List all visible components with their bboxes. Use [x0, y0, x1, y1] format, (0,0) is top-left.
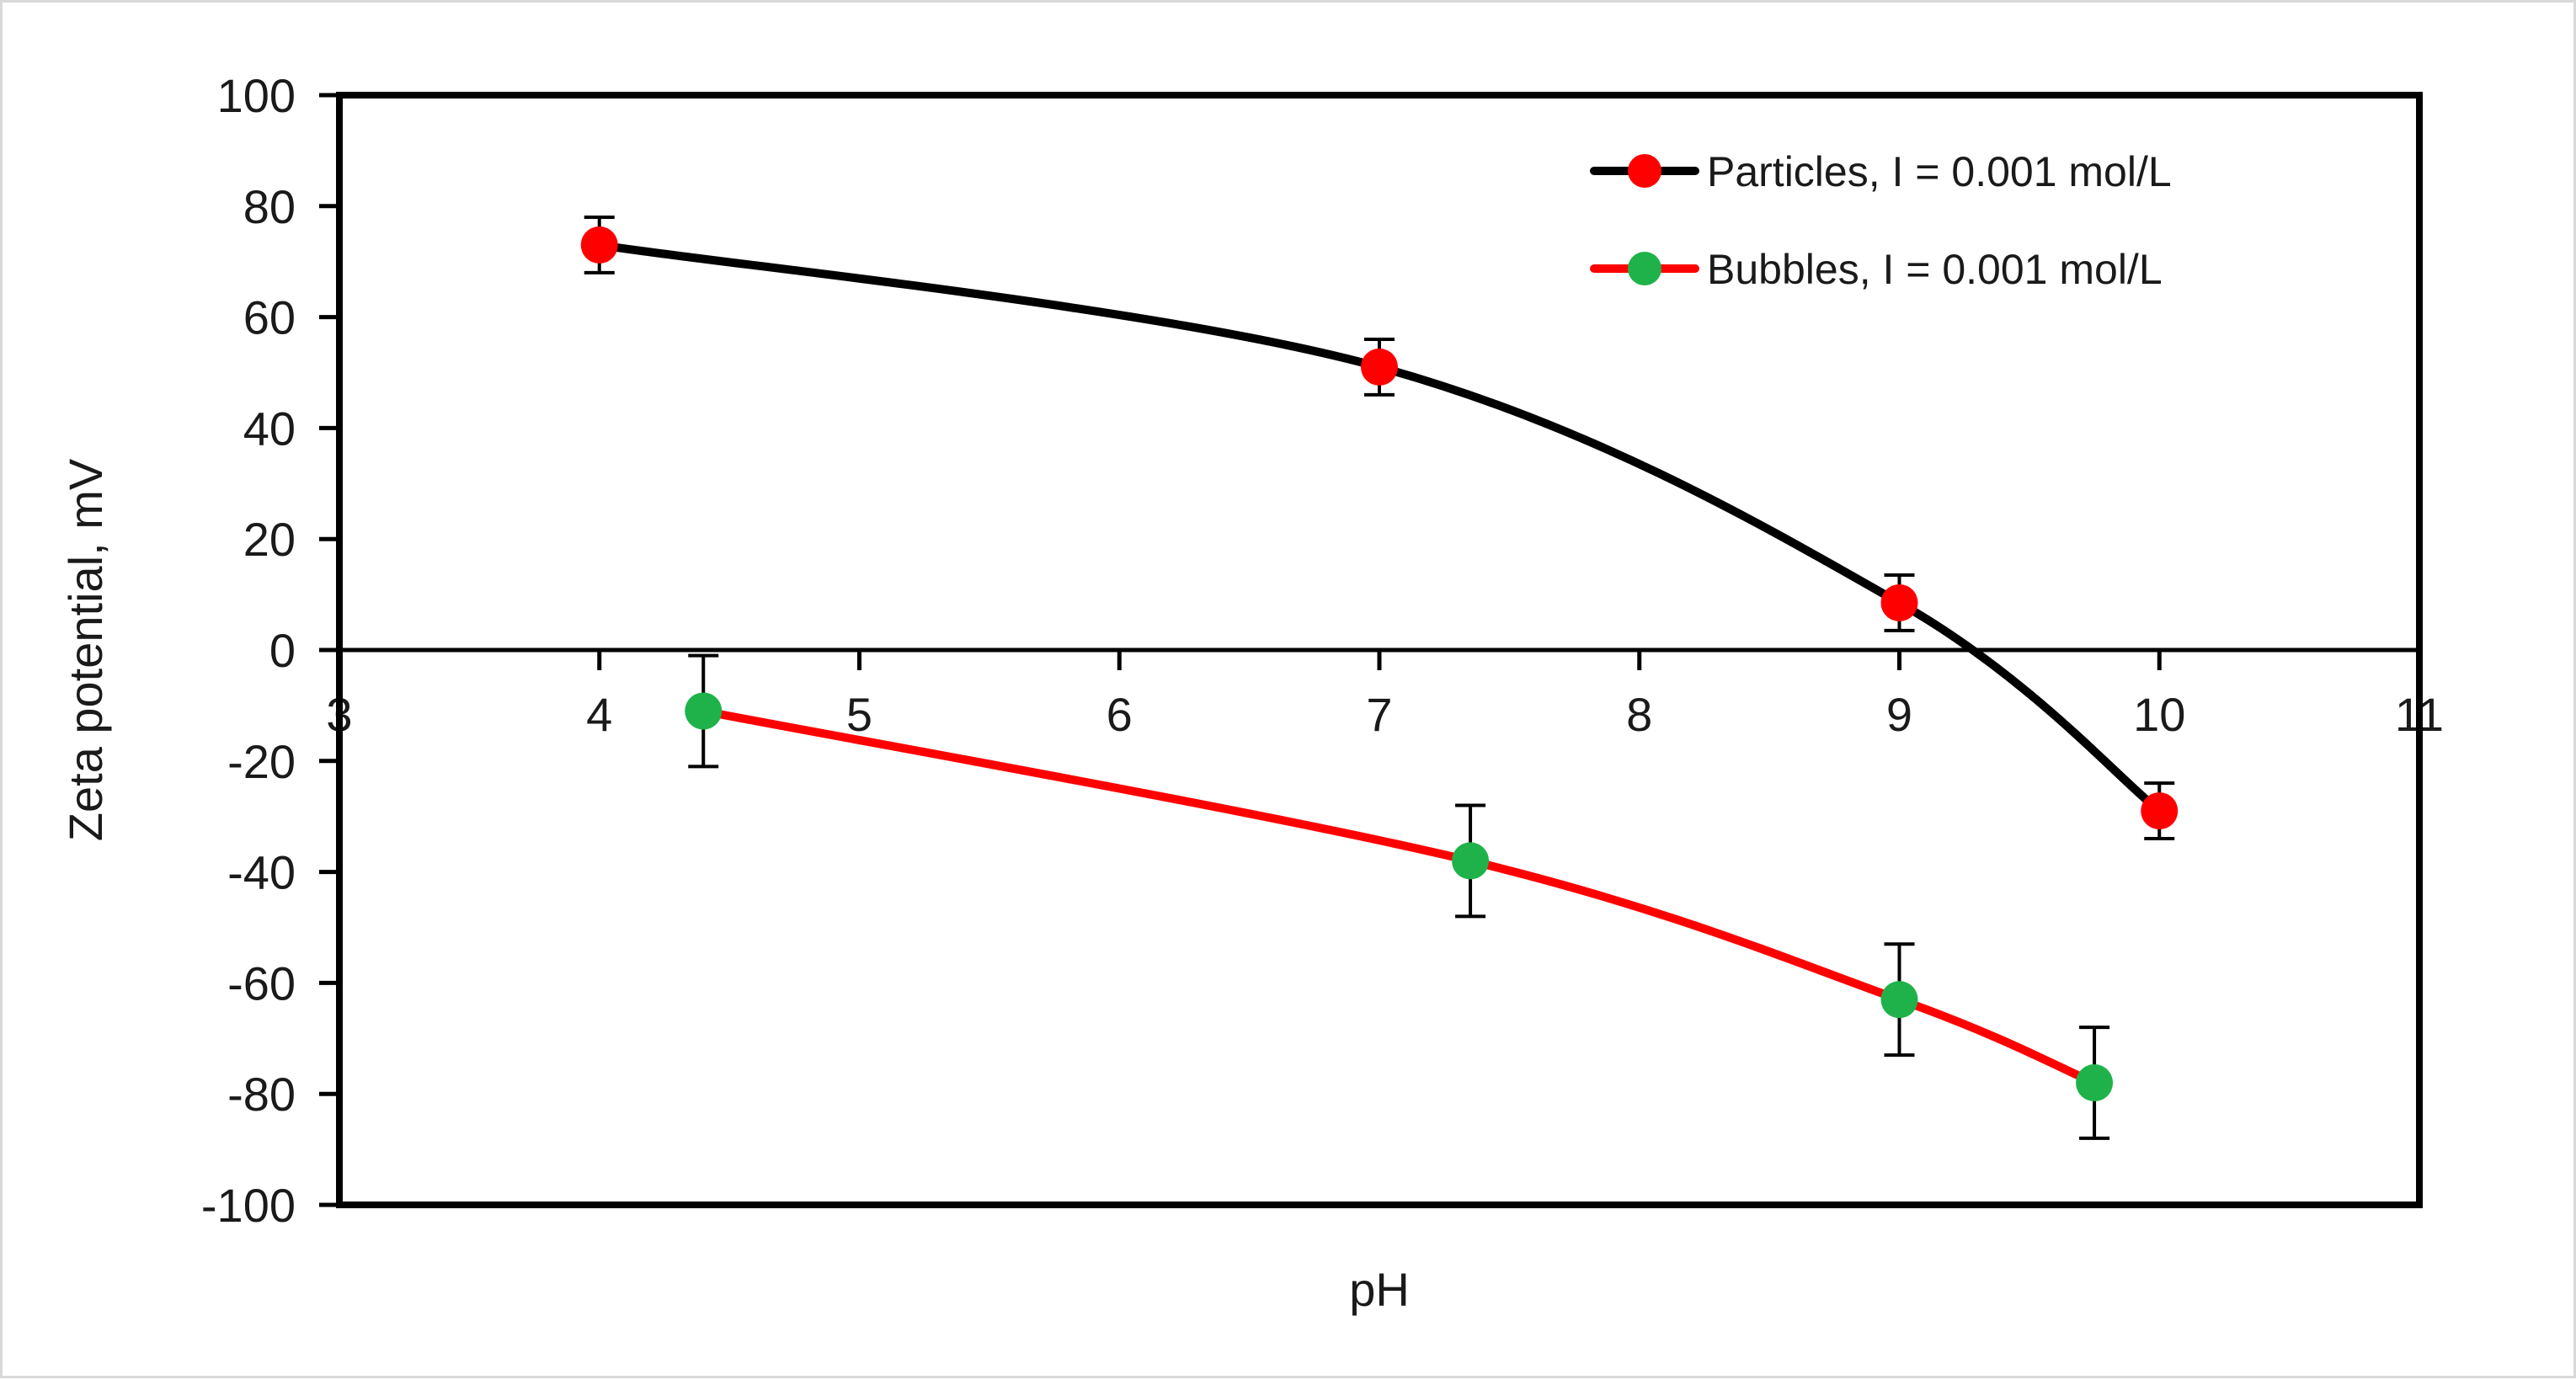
data-point [1361, 348, 1398, 386]
y-tick-label: -100 [201, 1179, 296, 1232]
y-tick-label: 40 [243, 402, 296, 455]
y-tick-label: -20 [227, 735, 296, 788]
data-point [580, 226, 618, 264]
y-tick-label: 60 [243, 291, 296, 344]
x-tick-label: 9 [1886, 688, 1912, 741]
y-tick-label: -60 [227, 956, 296, 1010]
x-tick-label: 10 [2133, 688, 2185, 741]
series-line [699, 706, 2099, 1088]
legend-entry-particles: Particles, I = 0.001 mol/L [1590, 148, 2172, 195]
x-tick-label: 7 [1366, 688, 1392, 741]
series-bubbles [685, 653, 2114, 1140]
x-tick-label: 4 [586, 688, 612, 741]
legend: Particles, I = 0.001 mol/L Bubbles, I = … [1590, 148, 2172, 293]
data-point [2076, 1064, 2114, 1102]
data-point [1452, 842, 1490, 880]
data-point [685, 692, 723, 730]
data-point [1880, 583, 1918, 621]
legend-entry-bubbles: Bubbles, I = 0.001 mol/L [1590, 246, 2163, 293]
legend-label-bubbles: Bubbles, I = 0.001 mol/L [1707, 246, 2163, 293]
x-tick-label: 6 [1107, 688, 1133, 741]
y-tick-label: -80 [227, 1068, 296, 1121]
y-tick-label: 80 [243, 180, 296, 233]
series-layer [580, 215, 2179, 1140]
legend-label-particles: Particles, I = 0.001 mol/L [1707, 148, 2172, 195]
series-line [595, 240, 2164, 816]
y-tick-label: 0 [269, 624, 296, 677]
legend-swatch-marker [1628, 154, 1661, 188]
y-tick-label: 20 [243, 513, 296, 566]
y-tick-label: -40 [227, 846, 296, 899]
x-tick-label: 5 [846, 688, 872, 741]
legend-swatch-marker [1628, 252, 1661, 285]
series-particles [580, 215, 2179, 841]
data-point [1880, 981, 1918, 1019]
x-axis-title: pH [1349, 1263, 1410, 1316]
x-tick-label: 8 [1626, 688, 1652, 741]
y-axis-title: Zeta potential, mV [59, 458, 112, 841]
y-tick-label: 100 [217, 69, 296, 122]
data-point [2141, 792, 2179, 830]
zeta-potential-chart: 3 4 5 6 7 8 9 10 11100806040200-20-40-60-80-100 … [59, 69, 2444, 1316]
